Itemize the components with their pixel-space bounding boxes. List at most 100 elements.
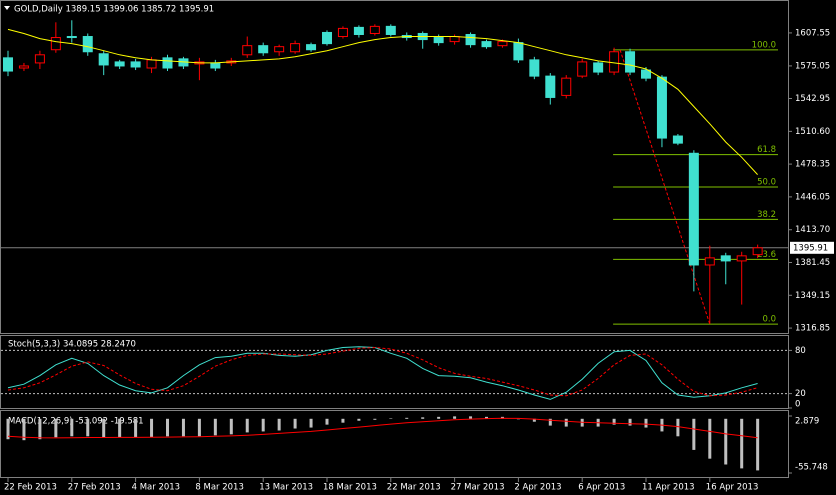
candle-body — [98, 53, 109, 66]
candle-body — [561, 77, 572, 96]
macd-bar — [421, 417, 425, 419]
y-tick-label: 1381.45 — [795, 258, 830, 268]
candle-body — [34, 54, 45, 64]
last-price-tag — [790, 241, 834, 254]
macd-bar — [229, 418, 233, 435]
macd-bar — [724, 418, 728, 465]
macd-bar — [213, 418, 217, 436]
fib-trendline — [619, 49, 711, 325]
stoch-frame — [0, 335, 789, 409]
main-frame — [0, 0, 789, 334]
macd-bar — [261, 418, 265, 432]
x-tick-label: 22 Mar 2013 — [387, 483, 441, 493]
candle-body — [433, 37, 444, 44]
fib-label: 23.6 — [757, 250, 776, 260]
candle-body — [242, 45, 253, 56]
macd-bar — [548, 418, 552, 426]
y-tick-label: 80 — [795, 346, 806, 356]
macd-bar — [309, 418, 313, 428]
candle-body — [513, 42, 524, 61]
candle-body — [353, 26, 364, 35]
candle-body — [481, 41, 492, 48]
macd-bar — [692, 418, 696, 450]
candle-body — [18, 65, 29, 69]
candle-body — [66, 36, 77, 39]
candle-body — [290, 43, 301, 53]
macd-bar — [373, 418, 377, 420]
x-tick-label: 27 Feb 2013 — [68, 483, 121, 493]
stoch-line — [7, 346, 758, 397]
macd-bar — [38, 418, 42, 440]
moving-average — [7, 28, 758, 175]
x-tick-label: 4 Mar 2013 — [132, 483, 180, 493]
macd-frame — [0, 410, 789, 478]
y-tick-label: 1316.85 — [795, 324, 830, 334]
chart-title: GOLD,Daily 1389.15 1399.06 1385.72 1395.… — [14, 5, 214, 15]
y-tick-label: 1575.05 — [795, 61, 830, 71]
macd-bar — [405, 417, 409, 419]
candle-body — [369, 25, 380, 34]
candle-body — [50, 37, 61, 51]
candle-body — [656, 76, 667, 139]
candle-body — [130, 61, 141, 68]
candle-body — [720, 255, 731, 262]
fib-label: 61.8 — [757, 145, 776, 155]
x-tick-label: 6 Apr 2013 — [578, 483, 625, 493]
macd-bar — [166, 418, 169, 437]
fib-label: 38.2 — [757, 210, 776, 220]
macd-bar — [197, 418, 201, 437]
candle-body — [210, 62, 221, 69]
y-tick-label: 1478.35 — [795, 160, 830, 170]
candle-body — [688, 152, 699, 266]
x-tick-label: 22 Feb 2013 — [4, 483, 57, 493]
y-tick-label: -55.748 — [795, 463, 828, 473]
candle-body — [274, 46, 285, 53]
last-price-label: 1395.91 — [793, 243, 828, 253]
x-tick-label: 2 Apr 2013 — [514, 483, 561, 493]
macd-bar — [341, 418, 345, 423]
macd-bar — [612, 418, 616, 425]
macd-bar — [437, 416, 441, 419]
macd-bar — [708, 418, 712, 459]
candle-body — [704, 257, 715, 266]
x-tick-label: 18 Mar 2013 — [323, 483, 377, 493]
candle-body — [449, 36, 460, 43]
macd-bar — [245, 418, 249, 433]
macd-bar — [22, 418, 26, 441]
y-tick-label: 1349.15 — [795, 291, 830, 301]
macd-bar — [357, 418, 361, 421]
y-tick-label: 1446.05 — [795, 192, 830, 202]
candle-body — [82, 36, 93, 53]
fib-label: 100.0 — [752, 40, 776, 50]
x-tick-label: 11 Apr 2013 — [642, 483, 695, 493]
macd-bar — [628, 418, 632, 426]
y-tick-label: 1542.95 — [795, 94, 830, 104]
fib-label: 0.0 — [762, 315, 776, 325]
macd-bar — [389, 418, 393, 419]
macd-bar — [516, 418, 520, 420]
x-tick-label: 8 Mar 2013 — [195, 483, 243, 493]
y-tick-label: 1413.70 — [795, 225, 830, 235]
macd-bar — [676, 418, 680, 437]
macd-bar — [644, 418, 648, 428]
candle-body — [641, 69, 651, 79]
fib-label: 50.0 — [757, 177, 776, 187]
candle-body — [593, 62, 604, 73]
x-tick-label: 13 Mar 2013 — [259, 483, 313, 493]
macd-bar — [453, 416, 457, 419]
candle-body — [322, 31, 332, 45]
candle-body — [465, 33, 476, 46]
macd-bar — [532, 418, 536, 422]
macd-bar — [181, 418, 185, 437]
x-tick-label: 27 Mar 2013 — [451, 483, 505, 493]
candle-body — [545, 75, 556, 98]
macd-bar — [485, 416, 488, 419]
y-tick-label: 0 — [795, 400, 800, 410]
macd-bar — [325, 418, 329, 425]
candle-body — [337, 27, 348, 38]
macd-bar — [86, 418, 90, 437]
candle-body — [577, 61, 588, 77]
macd-bar — [469, 416, 473, 419]
macd-bar — [293, 418, 297, 429]
